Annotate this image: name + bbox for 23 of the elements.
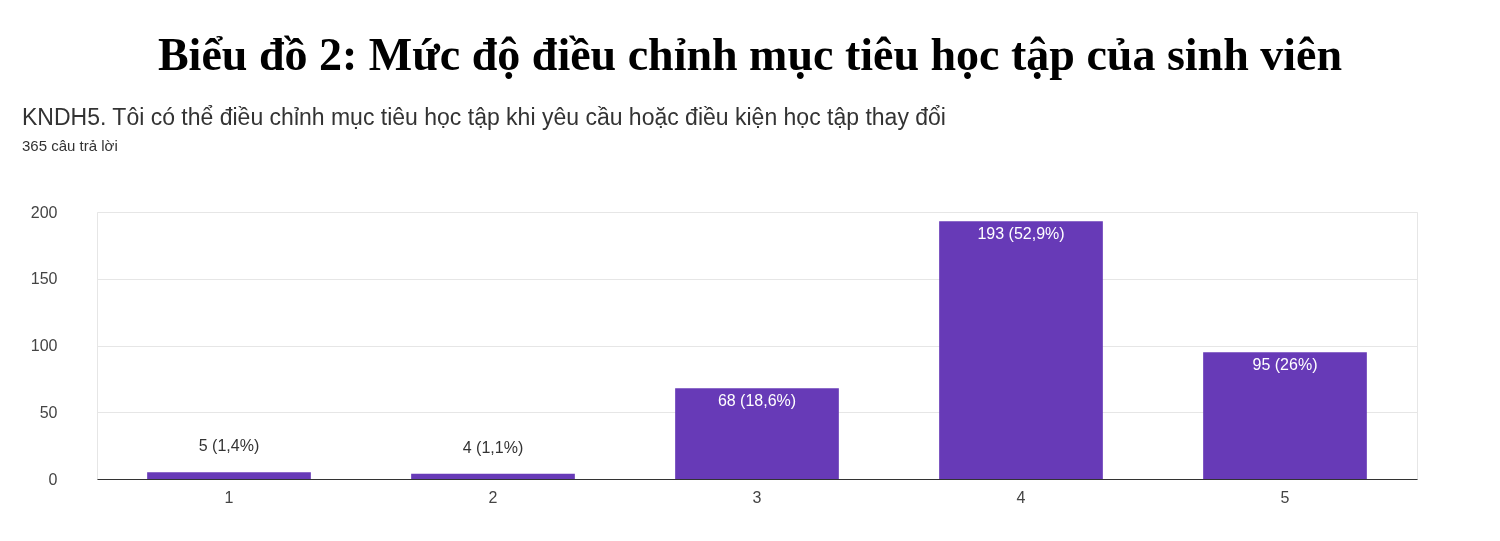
x-tick-label: 5: [1280, 488, 1290, 506]
bar: [147, 472, 311, 479]
x-tick-label: 2: [488, 488, 498, 506]
chart-subtitle: KNDH5. Tôi có thể điều chỉnh mục tiêu học tập khi yêu cầu hoặc điều kiện học tập thay đổi: [22, 104, 947, 131]
x-tick-label: 4: [1016, 488, 1026, 506]
bar: [675, 388, 839, 479]
y-tick-label: 200: [30, 203, 58, 221]
x-tick-label: 3: [752, 488, 762, 506]
bar: [1203, 352, 1367, 479]
text: 365 câu trả lời: [22, 137, 119, 154]
x-tick-label: 1: [224, 488, 234, 506]
y-tick-label: 150: [30, 270, 58, 288]
data-label: 193 (52,9%): [977, 225, 1065, 243]
data-label: 68 (18,6%): [717, 392, 797, 410]
y-tick-label: 100: [30, 337, 58, 354]
data-label: 5 (1,4%): [198, 437, 260, 455]
chart-title: Biểu đồ 2: Mức độ điều chỉnh mục tiêu học tập của sinh viên: [156, 28, 1344, 82]
bar: [411, 473, 575, 479]
bar: [939, 221, 1103, 479]
y-tick-label: 50: [39, 403, 58, 421]
data-label: 4 (1,1%): [462, 438, 524, 456]
y-tick-label: 0: [48, 470, 58, 488]
data-label: 95 (26%): [1252, 356, 1318, 374]
